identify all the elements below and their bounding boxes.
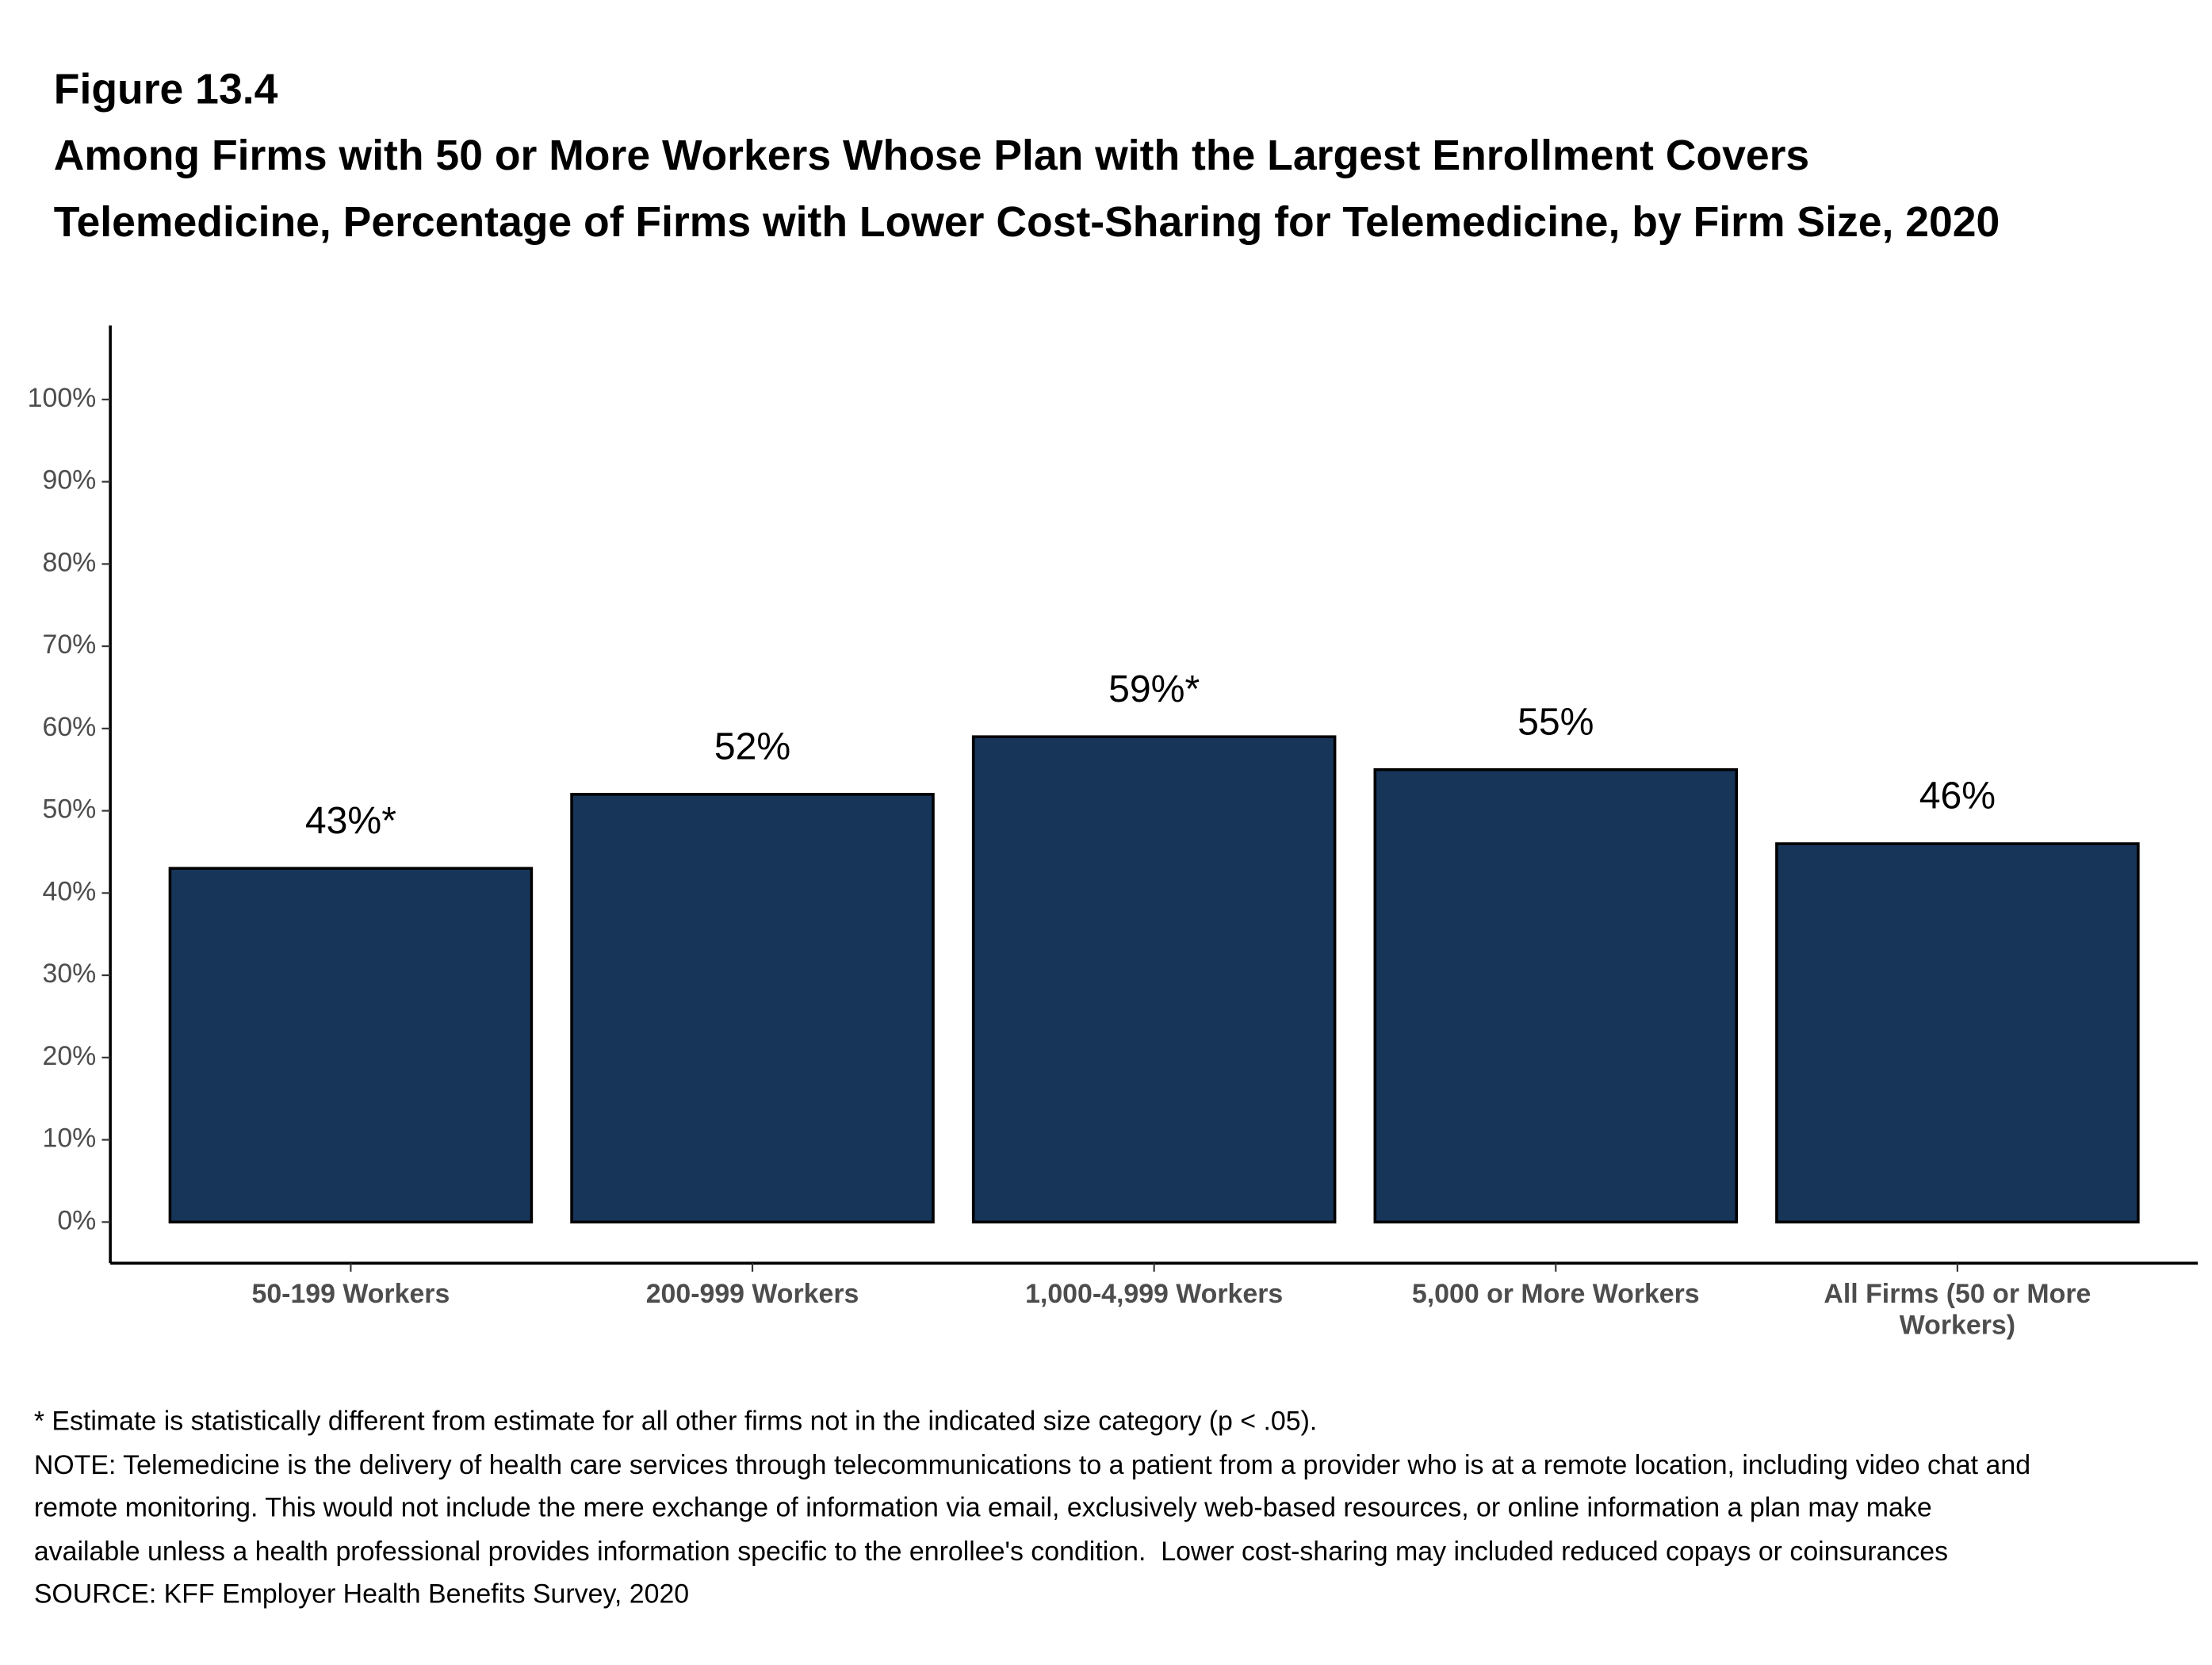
y-tick-label: 60%	[42, 712, 96, 742]
y-tick-label: 30%	[42, 959, 96, 989]
y-tick-label: 20%	[42, 1041, 96, 1071]
value-label: 46%	[1919, 775, 1996, 817]
figure-label: Figure 13.4	[53, 67, 278, 113]
bar	[570, 793, 935, 1224]
x-tick-label: All Firms (50 or More Workers)	[1824, 1279, 2091, 1340]
bar	[168, 867, 534, 1224]
x-tick-label-line: Workers)	[1900, 1310, 2015, 1340]
note: NOTE: Telemedicine is the delivery of he…	[33, 1450, 2038, 1567]
value-label: 52%	[714, 725, 790, 767]
note: SOURCE: KFF Employer Health Benefits Sur…	[33, 1579, 690, 1610]
value-label: 59%*	[1108, 668, 1200, 710]
value-label: 55%	[1517, 700, 1594, 743]
y-tick-label: 100%	[28, 383, 97, 413]
bar	[1775, 842, 2140, 1224]
y-tick-label: 40%	[42, 876, 96, 906]
title-box: Figure 13.4 Among Firms with 50 or More …	[54, 57, 2091, 257]
bar	[971, 735, 1337, 1224]
x-tick-label: 5,000 or More Workers	[1412, 1279, 1700, 1309]
chart-title: Among Firms with 50 or More Workers Whos…	[53, 132, 2000, 247]
value-label: 43%*	[305, 799, 396, 842]
title-block: Figure 13.4 Among Firms with 50 or More …	[54, 57, 2091, 257]
x-tick-label: 200-999 Workers	[646, 1279, 859, 1309]
bar	[1373, 767, 1739, 1224]
y-tick-label: 50%	[42, 794, 96, 825]
notes: * Estimate is statistically different fr…	[34, 1402, 2042, 1617]
notes-box: * Estimate is statistically different fr…	[34, 1402, 2042, 1617]
y-tick-label: 0%	[57, 1205, 96, 1235]
y-tick-label: 70%	[42, 630, 96, 660]
x-tick-label-line: All Firms (50 or More	[1824, 1279, 2091, 1309]
y-tick-label: 90%	[42, 465, 96, 496]
y-tick-label: 10%	[42, 1123, 96, 1154]
y-tick-label: 80%	[42, 547, 96, 577]
note: * Estimate is statistically different fr…	[33, 1407, 1318, 1437]
x-tick-label: 50-199 Workers	[251, 1279, 450, 1309]
x-tick-label: 1,000-4,999 Workers	[1025, 1279, 1283, 1309]
